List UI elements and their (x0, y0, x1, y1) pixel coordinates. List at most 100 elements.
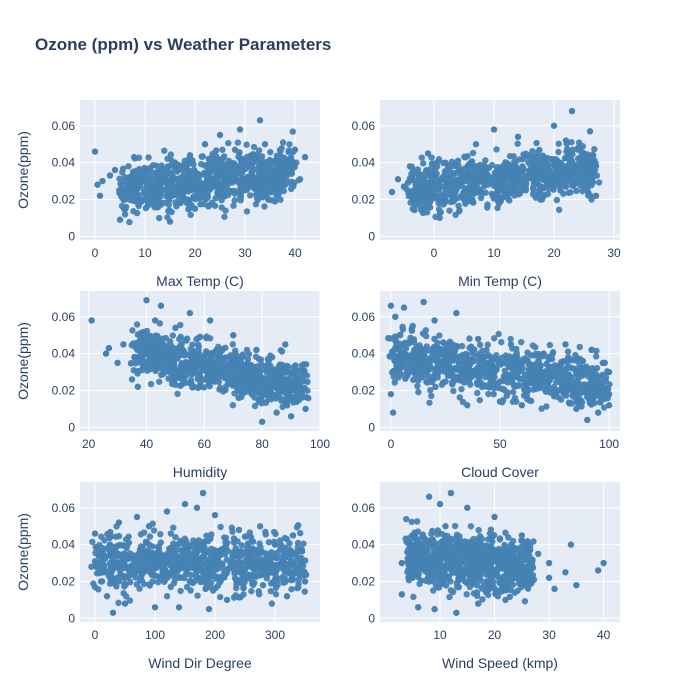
scatter-point (493, 365, 500, 373)
scatter-point (494, 186, 501, 193)
scatter-point (88, 317, 95, 324)
scatter-point (282, 397, 289, 405)
scatter-point (586, 191, 594, 199)
scatter-point (496, 359, 503, 366)
scatter-point (555, 140, 562, 147)
scatter-point (279, 139, 287, 146)
scatter-point (272, 375, 280, 383)
scatter-point (253, 186, 260, 193)
scatter-point (114, 359, 121, 367)
x-tick-label: 100 (145, 628, 165, 642)
scatter-point (245, 350, 253, 358)
scatter-point (94, 181, 101, 188)
scatter-point (391, 379, 398, 386)
scatter-point (281, 181, 289, 188)
scatter-point (549, 351, 556, 358)
scatter-point (419, 330, 427, 337)
y-tick-label: 0.04 (352, 347, 376, 361)
scatter-point (273, 409, 280, 416)
scatter-point (533, 139, 540, 147)
scatter-point (262, 399, 270, 406)
scatter-point (291, 146, 299, 153)
scatter-point (402, 375, 409, 382)
scatter-point (181, 188, 188, 195)
scatter-point (509, 388, 517, 396)
scatter-point (569, 356, 576, 364)
scatter-point (542, 368, 549, 375)
scatter-point (533, 174, 540, 182)
scatter-point (235, 370, 242, 377)
scatter-point (267, 158, 274, 166)
scatter-point (194, 375, 201, 383)
y-tick-label: 0.04 (52, 156, 76, 170)
scatter-point (166, 368, 173, 376)
scatter-point (126, 550, 134, 557)
scatter-point (565, 189, 572, 196)
scatter-point (552, 156, 560, 163)
data-points (385, 298, 613, 424)
scatter-point (431, 355, 438, 362)
scatter-point (163, 508, 171, 515)
subplot-3: 20 40 60 80 10000.020.040.06HumidityOzone(pp… (15, 291, 330, 480)
scatter-point (212, 566, 219, 573)
scatter-point (495, 179, 502, 187)
scatter-point (242, 533, 250, 540)
scatter-point (118, 180, 125, 188)
chart-title: Ozone (ppm) vs Weather Parameters (35, 35, 331, 54)
scatter-point (194, 341, 202, 348)
data-points (388, 107, 603, 222)
scatter-point (222, 176, 229, 183)
scatter-point (282, 341, 289, 348)
scatter-point (543, 403, 550, 410)
scatter-point (199, 553, 207, 561)
scatter-point (232, 188, 239, 195)
scatter-point (277, 383, 284, 390)
scatter-point (431, 371, 438, 379)
scatter-point (253, 346, 260, 354)
scatter-point (211, 511, 219, 519)
scatter-point (138, 178, 145, 185)
scatter-point (431, 192, 438, 199)
scatter-point (98, 533, 105, 540)
scatter-point (601, 359, 608, 367)
scatter-point (505, 534, 512, 541)
scatter-point (387, 335, 394, 342)
scatter-point (265, 362, 272, 369)
scatter-point (579, 357, 587, 365)
scatter-point (286, 141, 293, 148)
scatter-point (507, 371, 514, 379)
scatter-point (123, 564, 130, 571)
scatter-point (516, 382, 523, 389)
scatter-point (242, 165, 249, 173)
scatter-point (264, 355, 272, 363)
scatter-point (492, 173, 499, 181)
scatter-point (105, 344, 113, 352)
scatter-point (130, 208, 137, 215)
scatter-point (157, 530, 164, 538)
scatter-point (418, 174, 426, 181)
scatter-point (484, 341, 492, 348)
scatter-point (518, 338, 525, 346)
scatter-point (218, 204, 225, 211)
scatter-point (267, 391, 274, 399)
scatter-point (261, 203, 268, 210)
scatter-point (466, 344, 473, 352)
scatter-point (262, 531, 269, 538)
scatter-point (160, 199, 168, 206)
scatter-point (277, 541, 285, 548)
x-tick-label: 10 (138, 246, 152, 260)
scatter-point (258, 418, 266, 425)
scatter-point (280, 579, 287, 586)
scatter-point (386, 353, 393, 360)
scatter-point (529, 362, 536, 369)
x-tick-label: 30 (607, 246, 621, 260)
scatter-point (543, 386, 550, 393)
scatter-point (434, 531, 441, 538)
scatter-point (300, 378, 307, 385)
scatter-point (514, 191, 522, 198)
scatter-point (135, 202, 142, 210)
scatter-point (276, 146, 284, 154)
scatter-point (271, 554, 278, 561)
scatter-point (464, 402, 471, 409)
scatter-point (287, 413, 295, 420)
